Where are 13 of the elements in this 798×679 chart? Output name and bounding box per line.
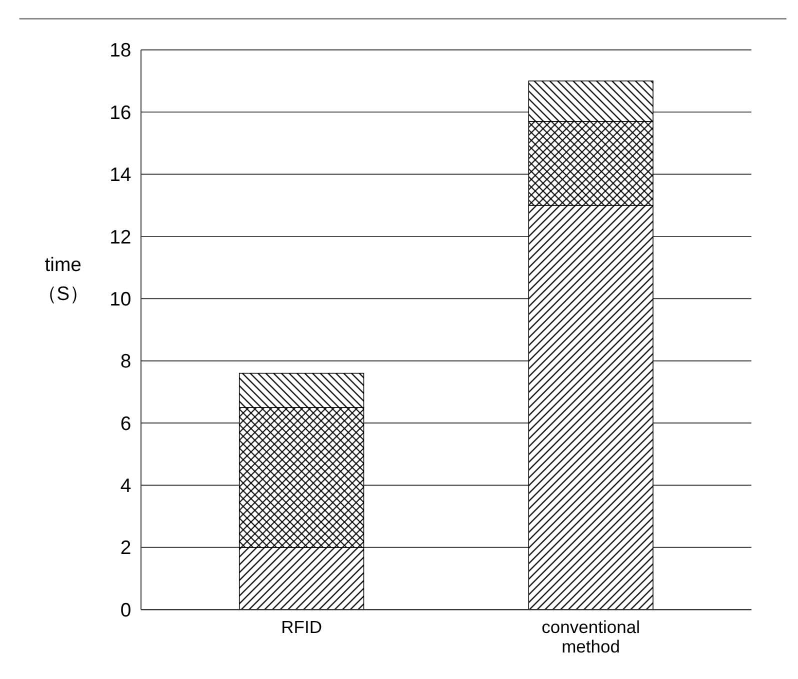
x-tick-label: RFID (281, 616, 322, 637)
y-tick-label: 0 (120, 599, 132, 622)
y-tick-label: 12 (110, 226, 132, 248)
y-tick-label: 6 (120, 412, 132, 435)
y-tick-label: 4 (120, 475, 132, 498)
y-tick-label: 10 (110, 288, 132, 310)
x-tick-label: conventional method (542, 616, 640, 656)
y-tick-label: 16 (110, 102, 132, 124)
y-tick-label: 18 (110, 40, 132, 62)
y-axis-title: time （S） (38, 254, 89, 306)
y-tick-label: 14 (110, 164, 132, 186)
y-tick-label: 2 (120, 537, 132, 560)
y-tick-label: 8 (120, 350, 132, 373)
